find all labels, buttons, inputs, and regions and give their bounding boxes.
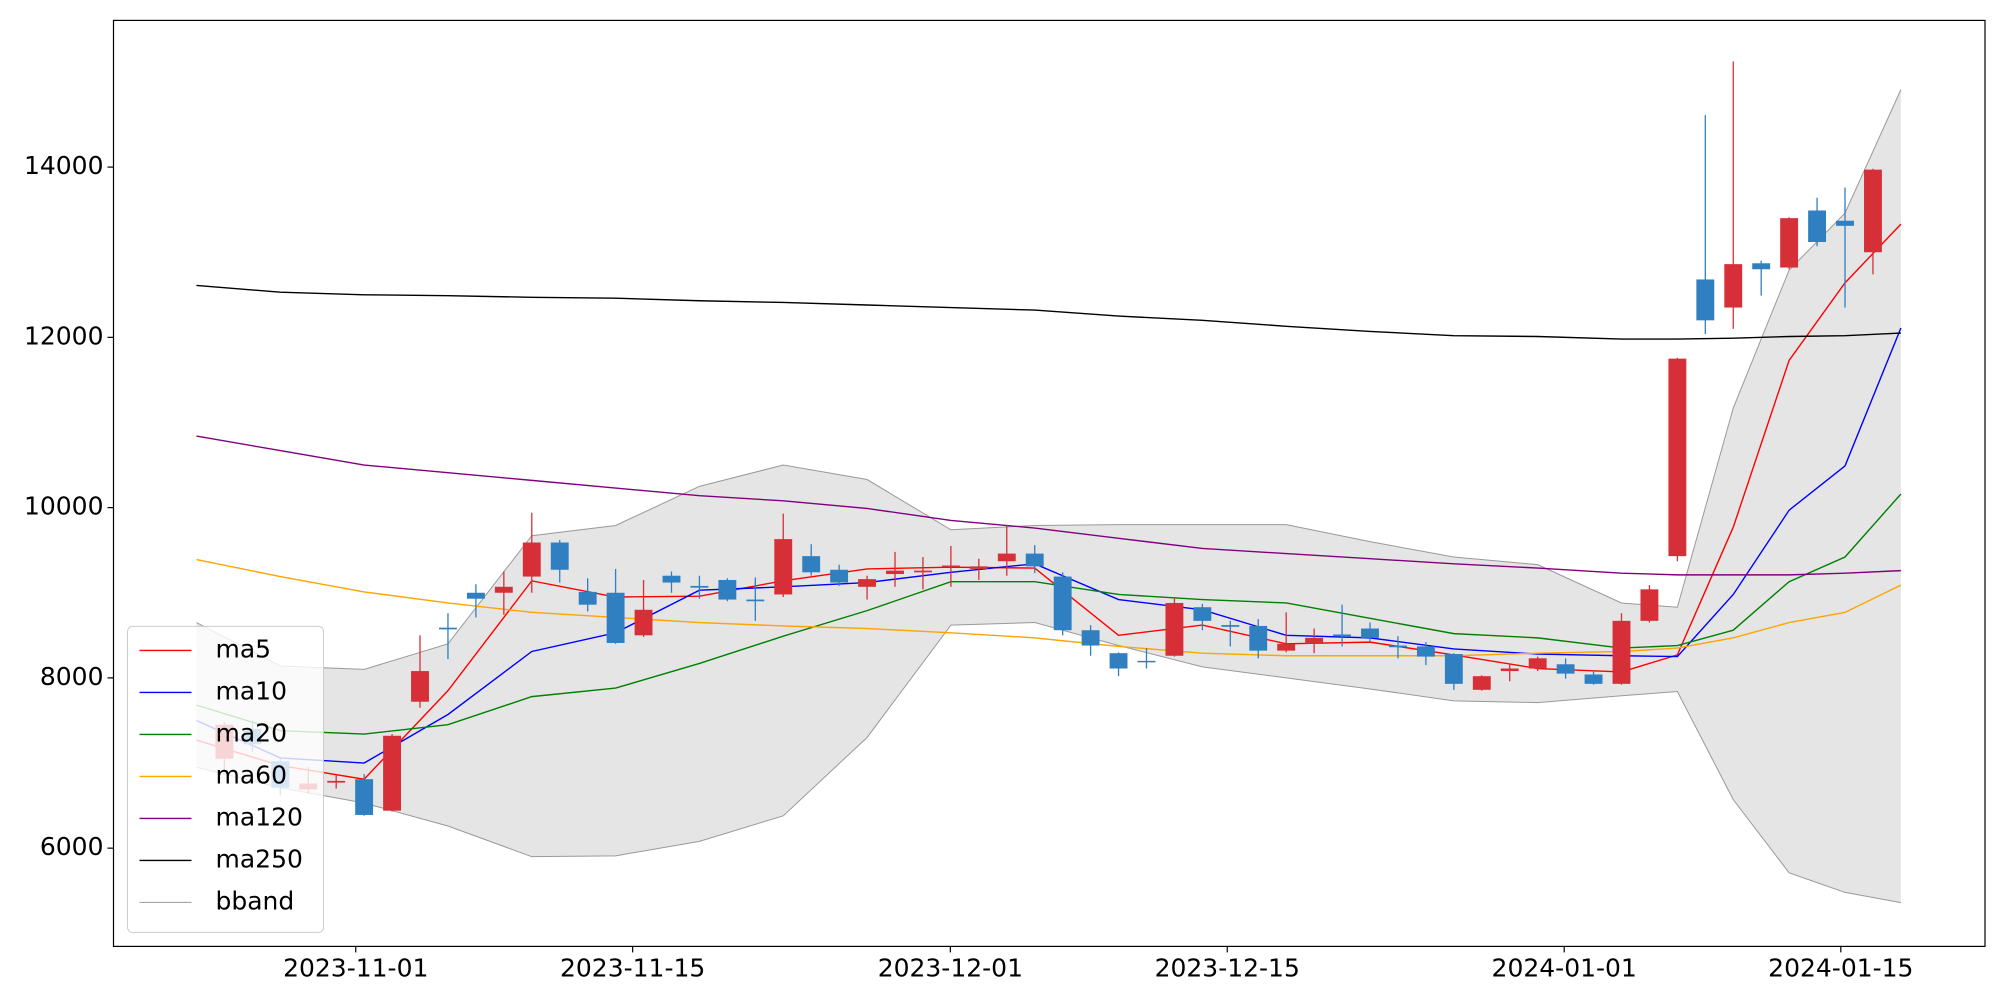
x-tick-label: 2023-11-01 (283, 953, 428, 982)
candle-body (1696, 279, 1715, 321)
candle-body (1025, 553, 1044, 567)
legend-label: ma20 (216, 718, 287, 747)
x-tick-label: 2023-11-15 (560, 953, 705, 982)
x-tick-label: 2024-01-01 (1492, 953, 1637, 982)
candle-body (355, 779, 374, 815)
candle-body (1584, 674, 1603, 684)
ma-line (196, 223, 1902, 780)
candle-body (1361, 628, 1379, 638)
ma-line (196, 435, 1901, 576)
candle-body (1193, 607, 1212, 621)
candle-body (1808, 210, 1827, 243)
candle-body (746, 599, 765, 602)
candle-body (1137, 660, 1156, 663)
y-tick-label: 14000 (24, 151, 104, 180)
candle-body (1333, 634, 1352, 637)
band-fill (196, 89, 1901, 903)
y-tick-label: 8000 (40, 662, 104, 691)
candle-body (634, 609, 653, 636)
candle-body (1221, 625, 1240, 627)
candle-body (1389, 645, 1407, 648)
candle-body (1416, 646, 1435, 657)
candle-body (662, 575, 681, 583)
legend-label: ma250 (216, 844, 303, 873)
legend-box (127, 625, 324, 933)
candle-body (1556, 664, 1575, 674)
candle-body (941, 565, 960, 568)
candle-body (1444, 654, 1463, 684)
candle-body (1249, 625, 1268, 651)
legend: ma5 ma10 ma20 ma60 ma120 ma250 bband (127, 625, 324, 933)
candle-body (830, 569, 849, 583)
band-edge (196, 622, 1901, 904)
candle-body (550, 542, 569, 570)
candle-body (494, 586, 513, 593)
candle-body (718, 579, 737, 600)
candle-body (439, 627, 457, 630)
candle-body (522, 542, 541, 577)
legend-label: ma60 (216, 760, 287, 789)
legend-label: ma120 (216, 802, 303, 831)
candle-body (914, 570, 932, 573)
candle-body (997, 553, 1016, 562)
candle-body (1053, 576, 1072, 631)
x-tick-label: 2024-01-15 (1768, 953, 1913, 982)
y-tick-label: 12000 (24, 321, 104, 350)
x-tick-label: 2023-12-15 (1155, 953, 1300, 982)
candle-body (1864, 169, 1882, 253)
x-tick-label: 2023-12-01 (878, 953, 1023, 982)
legend-label: ma5 (216, 634, 272, 663)
candle-body (1277, 643, 1296, 651)
candle-body (1528, 658, 1547, 669)
candle-body (1472, 676, 1491, 690)
candle-body (1752, 263, 1771, 270)
candle-body (690, 585, 709, 588)
y-tick-label: 6000 (40, 832, 104, 861)
candle-body (802, 556, 821, 573)
candle-body (1109, 653, 1128, 669)
candle-body (466, 592, 485, 599)
candle-body (858, 579, 877, 587)
ma-line (196, 327, 1902, 764)
ma-line (196, 284, 1901, 340)
legend-label: ma10 (216, 676, 287, 705)
candle-body (1165, 602, 1184, 656)
candle-body (606, 592, 625, 643)
candle-body (1836, 220, 1854, 226)
candle-body (1305, 637, 1324, 644)
ma-line (196, 493, 1902, 735)
candle-body (1780, 218, 1799, 268)
candle-body (1668, 358, 1687, 557)
candle-body (578, 591, 597, 605)
candle-body (969, 566, 988, 569)
candle-body (411, 671, 429, 702)
candle-body (886, 570, 904, 575)
candle-body (1081, 630, 1100, 646)
candle-body (774, 539, 793, 595)
candle-body (1500, 668, 1519, 672)
candle-body (383, 735, 402, 811)
candle-body (1612, 620, 1631, 684)
candle-body (1724, 264, 1743, 308)
y-tick-label: 10000 (24, 492, 104, 521)
legend-label: bband (216, 886, 295, 915)
plot-frame (112, 19, 1986, 947)
candle-body (327, 780, 346, 783)
candle-body (1640, 589, 1659, 621)
